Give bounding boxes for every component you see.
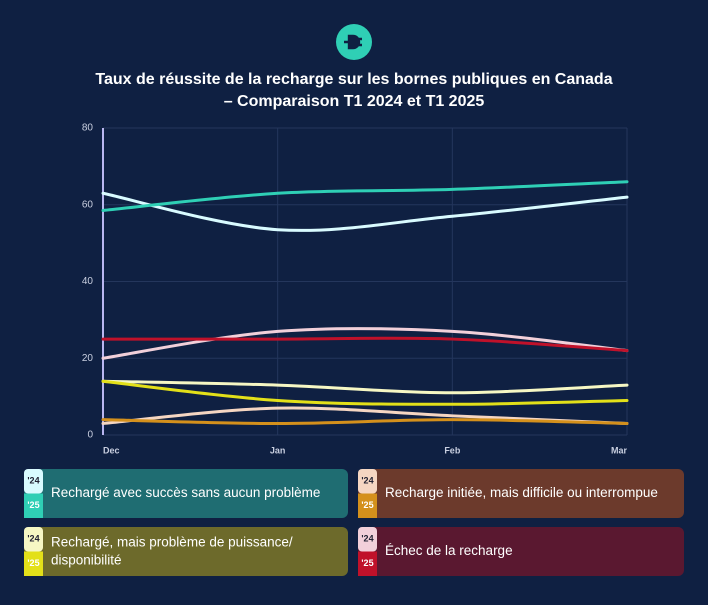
legend-year: '24 — [27, 534, 39, 544]
legend-year: '25 — [361, 558, 373, 568]
legend-swatch — [24, 493, 43, 518]
series-line — [101, 336, 629, 353]
legend-label: Rechargé, mais problème de puissance/ di… — [51, 534, 296, 567]
x-tick-label: Mar — [611, 445, 628, 455]
series-line — [101, 327, 629, 360]
series-line — [101, 180, 629, 213]
legend-swatch — [24, 469, 43, 494]
chart-title: – Comparaison T1 2024 et T1 2025 — [224, 93, 485, 110]
legend-swatch — [358, 527, 377, 552]
legend-swatch — [358, 493, 377, 518]
legend-label: Rechargé avec succès sans aucun problème — [51, 485, 320, 500]
legend-swatch — [358, 551, 377, 576]
y-tick-label: 40 — [82, 276, 94, 287]
legend-card — [24, 527, 348, 576]
legend-label: Échec de la recharge — [385, 543, 513, 558]
series-line — [101, 191, 629, 232]
legend-swatch — [358, 469, 377, 494]
legend-swatch — [24, 527, 43, 552]
legend-card — [358, 527, 684, 576]
x-tick-label: Jan — [270, 445, 286, 455]
y-tick-label: 20 — [82, 353, 94, 364]
y-tick-label: 0 — [87, 430, 93, 441]
x-tick-label: Feb — [444, 445, 461, 455]
legend-year: '25 — [361, 500, 373, 510]
legend-card — [358, 469, 684, 518]
series-line — [101, 379, 629, 406]
legend-year: '25 — [27, 558, 39, 568]
y-tick-label: 60 — [82, 199, 94, 210]
chart-title: Taux de réussite de la recharge sur les … — [95, 71, 612, 88]
series-line — [101, 418, 629, 425]
legend-year: '24 — [361, 476, 373, 486]
y-tick-label: 80 — [82, 123, 94, 134]
legend-label: Recharge initiée, mais difficile ou inte… — [385, 485, 658, 500]
legend-year: '24 — [27, 476, 39, 486]
plug-icon — [344, 34, 362, 50]
legend-swatch — [24, 551, 43, 576]
x-tick-label: Dec — [103, 445, 120, 455]
legend-card — [24, 469, 348, 518]
legend-year: '25 — [27, 500, 39, 510]
legend-year: '24 — [361, 534, 373, 544]
series-line — [101, 379, 629, 395]
